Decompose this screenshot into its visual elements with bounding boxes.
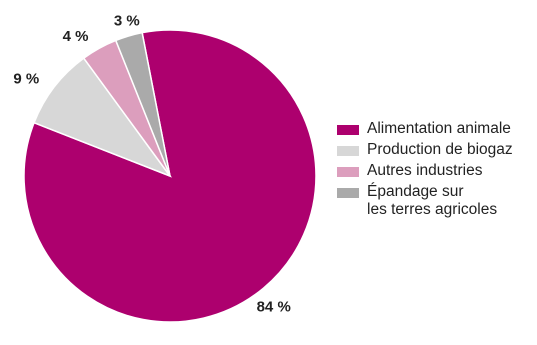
legend-item-alimentation-animale: Alimentation animale (337, 120, 535, 138)
value-label-3: 3 % (114, 13, 140, 30)
legend-swatch (337, 146, 359, 156)
value-label-4: 4 % (63, 28, 89, 45)
legend-item-epandage: Épandage sur les terres agricoles (337, 183, 535, 219)
pie-slice-epandage (114, 31, 171, 177)
legend-item-production-de-biogaz: Production de biogaz (337, 141, 535, 159)
legend-swatch (337, 125, 359, 135)
chart-legend: Alimentation animale Production de bioga… (337, 120, 535, 222)
legend-label: Autres industries (367, 162, 483, 179)
pie-slices (23, 29, 317, 323)
legend-label: Production de biogaz (367, 141, 513, 158)
legend-swatch (337, 167, 359, 177)
value-label-84: 84 % (257, 298, 291, 315)
pie-slice-production-de-biogaz (33, 57, 173, 178)
legend-swatch (337, 188, 359, 198)
legend-item-autres-industries: Autres industries (337, 162, 535, 180)
legend-label: Épandage sur les terres agricoles (367, 183, 498, 218)
pie-value-labels: 84 % 9 % 4 % 3 % (13, 13, 290, 316)
legend-label: Alimentation animale (367, 120, 511, 137)
value-label-9: 9 % (13, 70, 39, 87)
